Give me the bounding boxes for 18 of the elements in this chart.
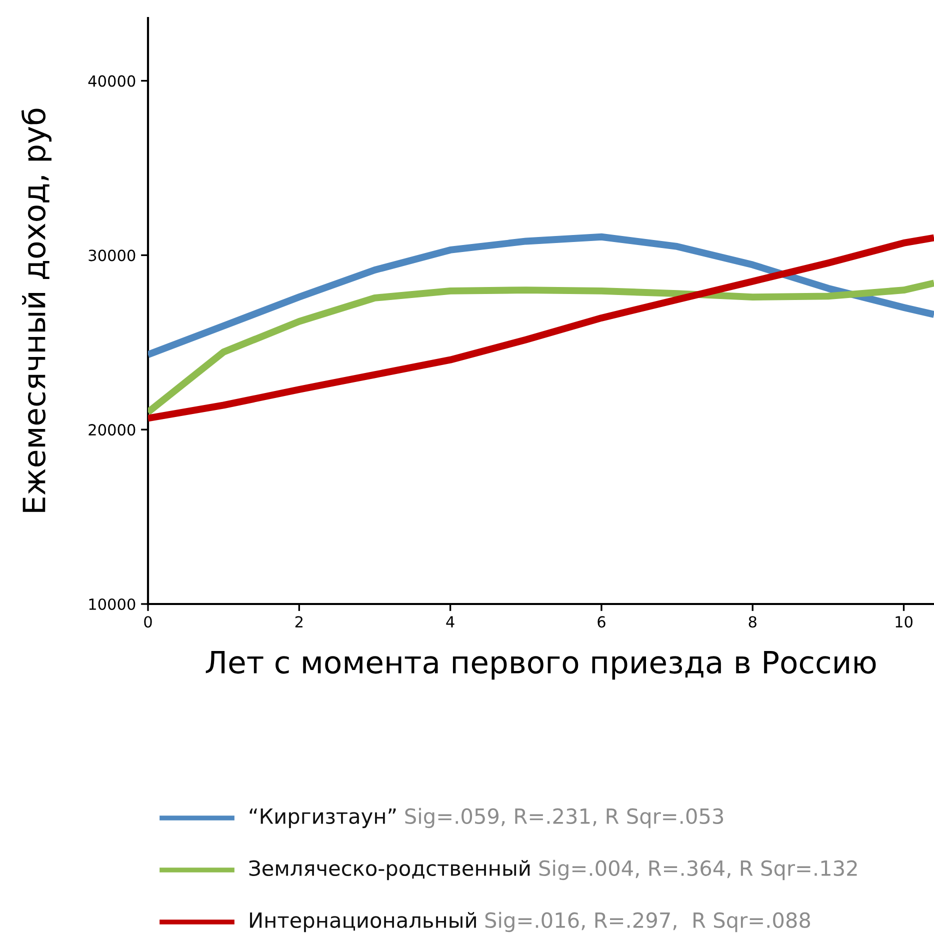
x-tick-label: 8 xyxy=(748,616,756,628)
y-tick-label: 20000 xyxy=(88,424,136,436)
text: Sig=.016, R=.297, R Sqr=.088 xyxy=(485,912,810,932)
x-tick-label: 10 xyxy=(896,616,912,628)
y-tick-label: 40000 xyxy=(88,75,136,87)
x-tick-label: 0 xyxy=(144,616,152,628)
legend-label: Интернациональный xyxy=(250,912,476,932)
y-tick-label: 10000 xyxy=(89,598,136,610)
y-tick-label: 30000 xyxy=(88,250,136,262)
x-tick-label: 4 xyxy=(446,616,454,628)
x-tick-label: 6 xyxy=(598,616,606,628)
y-axis-title: Ежемесячный доход, руб xyxy=(21,108,52,512)
text: Sig=.004, R=.364, R Sqr=.132 xyxy=(539,860,857,880)
x-tick-label: 2 xyxy=(295,616,302,628)
legend-label: Земляческо-родственный xyxy=(249,860,530,880)
legend-label: “Киргизтаун” xyxy=(250,808,396,828)
x-axis-title: Лет с момента первого приезда в Россию xyxy=(206,650,876,680)
text: Sig=.059, R=.231, R Sqr=.053 xyxy=(405,808,724,828)
